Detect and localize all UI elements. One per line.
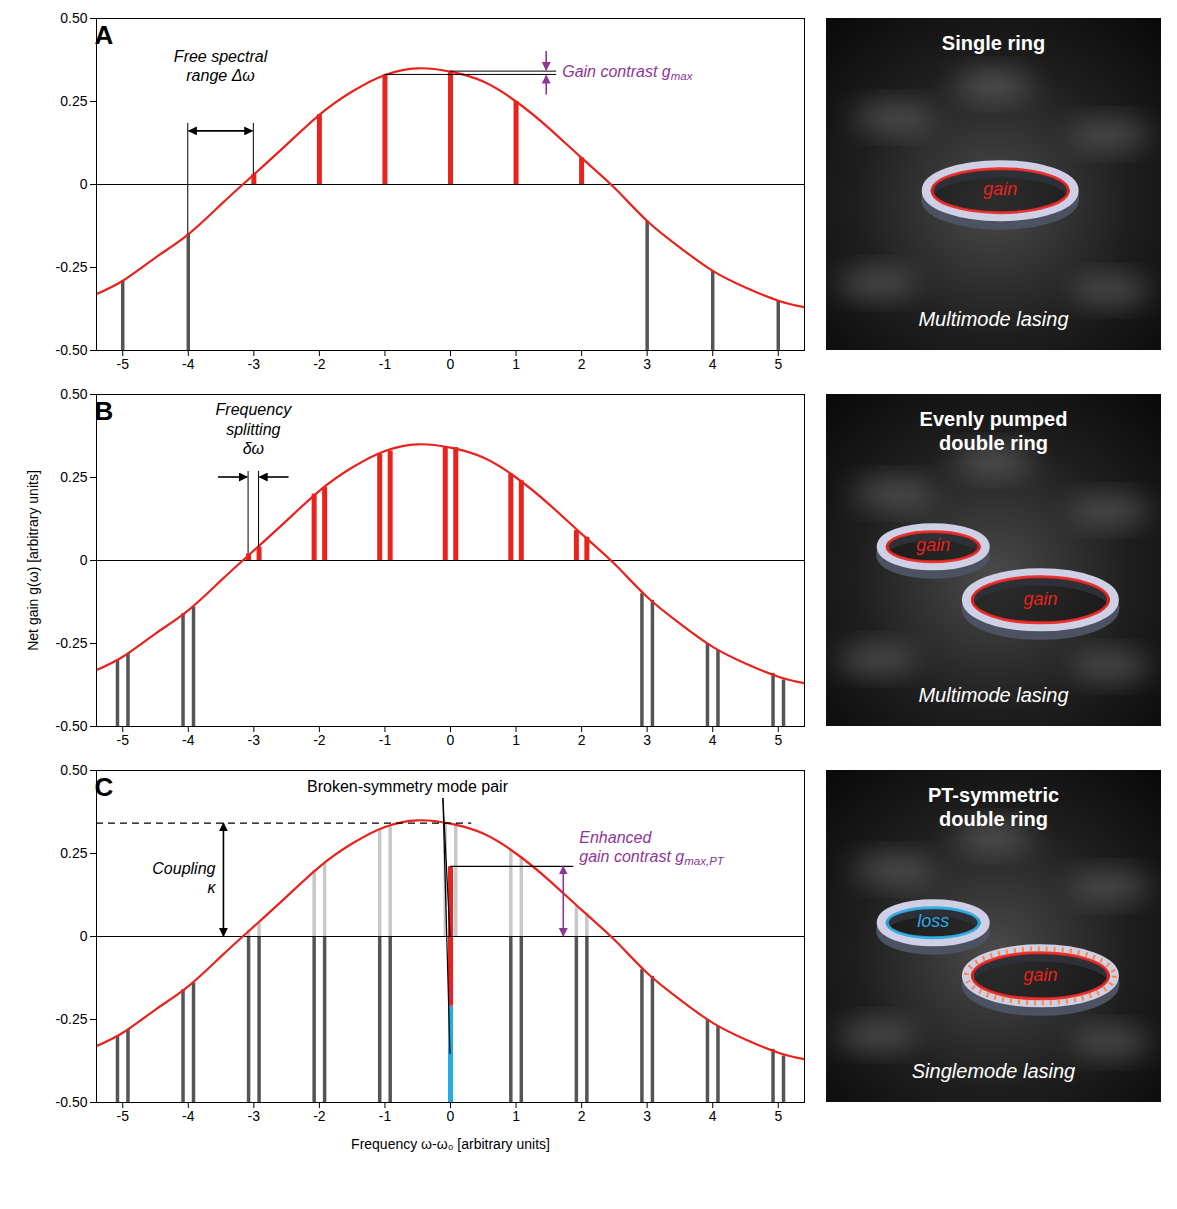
svg-text:Multimode lasing: Multimode lasing <box>918 684 1068 706</box>
svg-text:-5: -5 <box>116 356 129 372</box>
svg-text:0: 0 <box>447 1108 455 1124</box>
svg-text:Frequency: Frequency <box>216 402 293 419</box>
svg-text:Enhanced: Enhanced <box>579 829 652 846</box>
svg-text:0.50: 0.50 <box>60 386 87 402</box>
svg-text:0: 0 <box>80 552 88 568</box>
svg-text:Broken-symmetry mode pair: Broken-symmetry mode pair <box>307 778 509 795</box>
svg-text:5: 5 <box>774 1108 782 1124</box>
svg-text:-0.25: -0.25 <box>56 259 88 275</box>
svg-text:range Δω: range Δω <box>186 68 255 85</box>
svg-text:Free spectral: Free spectral <box>174 48 268 65</box>
svg-text:-3: -3 <box>248 356 261 372</box>
svg-text:-3: -3 <box>248 1108 261 1124</box>
svg-text:Single ring: Single ring <box>942 32 1045 54</box>
svg-text:Singlemode lasing: Singlemode lasing <box>912 1060 1075 1082</box>
svg-text:5: 5 <box>774 732 782 748</box>
svg-text:C: C <box>95 772 114 802</box>
svg-text:4: 4 <box>709 732 717 748</box>
svg-text:gain: gain <box>1023 589 1057 609</box>
svg-text:-0.25: -0.25 <box>56 1011 88 1027</box>
svg-text:Multimode lasing: Multimode lasing <box>918 308 1068 330</box>
svg-text:1: 1 <box>512 356 520 372</box>
svg-text:-0.50: -0.50 <box>56 1094 88 1110</box>
svg-text:Coupling: Coupling <box>152 860 215 877</box>
svg-text:4: 4 <box>709 1108 717 1124</box>
svg-text:-2: -2 <box>313 732 326 748</box>
svg-text:0.25: 0.25 <box>60 469 87 485</box>
svg-text:0: 0 <box>80 176 88 192</box>
svg-text:-4: -4 <box>182 356 195 372</box>
svg-text:3: 3 <box>643 1108 651 1124</box>
svg-text:Evenly pumped: Evenly pumped <box>920 408 1068 430</box>
svg-text:4: 4 <box>709 356 717 372</box>
svg-text:2: 2 <box>578 356 586 372</box>
svg-text:κ: κ <box>207 879 216 896</box>
svg-text:double ring: double ring <box>939 808 1048 830</box>
svg-text:-0.25: -0.25 <box>56 635 88 651</box>
svg-text:B: B <box>95 396 114 426</box>
svg-text:0.25: 0.25 <box>60 845 87 861</box>
svg-text:double ring: double ring <box>939 432 1048 454</box>
svg-text:splitting: splitting <box>226 421 280 438</box>
svg-text:-5: -5 <box>116 732 129 748</box>
svg-text:0: 0 <box>447 732 455 748</box>
svg-text:Gain contrast gmax: Gain contrast gmax <box>562 63 693 82</box>
svg-text:-0.50: -0.50 <box>56 342 88 358</box>
svg-text:-1: -1 <box>379 356 392 372</box>
svg-text:-1: -1 <box>379 732 392 748</box>
svg-text:loss: loss <box>917 911 949 931</box>
svg-text:gain: gain <box>983 179 1017 199</box>
svg-text:Net gain g(ω) [arbitrary units: Net gain g(ω) [arbitrary units] <box>25 470 41 651</box>
svg-text:Frequency ω-ω₀ [arbitrary unit: Frequency ω-ω₀ [arbitrary units] <box>351 1136 550 1152</box>
svg-text:gain: gain <box>916 535 950 555</box>
svg-text:5: 5 <box>774 356 782 372</box>
svg-text:0: 0 <box>447 356 455 372</box>
svg-text:3: 3 <box>643 732 651 748</box>
svg-text:-2: -2 <box>313 356 326 372</box>
svg-text:2: 2 <box>578 1108 586 1124</box>
svg-text:0.50: 0.50 <box>60 762 87 778</box>
svg-text:-0.50: -0.50 <box>56 718 88 734</box>
svg-text:-4: -4 <box>182 1108 195 1124</box>
svg-text:0: 0 <box>80 928 88 944</box>
svg-text:2: 2 <box>578 732 586 748</box>
svg-text:1: 1 <box>512 732 520 748</box>
svg-text:δω: δω <box>243 440 264 457</box>
svg-text:-1: -1 <box>379 1108 392 1124</box>
svg-text:gain: gain <box>1023 965 1057 985</box>
svg-text:gain contrast gmax,PT: gain contrast gmax,PT <box>579 848 725 867</box>
svg-text:-4: -4 <box>182 732 195 748</box>
svg-text:1: 1 <box>512 1108 520 1124</box>
svg-text:0.25: 0.25 <box>60 93 87 109</box>
svg-text:-3: -3 <box>248 732 261 748</box>
svg-text:PT-symmetric: PT-symmetric <box>928 784 1059 806</box>
svg-text:A: A <box>95 20 114 50</box>
svg-text:-2: -2 <box>313 1108 326 1124</box>
svg-text:0.50: 0.50 <box>60 10 87 26</box>
svg-text:-5: -5 <box>116 1108 129 1124</box>
svg-text:3: 3 <box>643 356 651 372</box>
